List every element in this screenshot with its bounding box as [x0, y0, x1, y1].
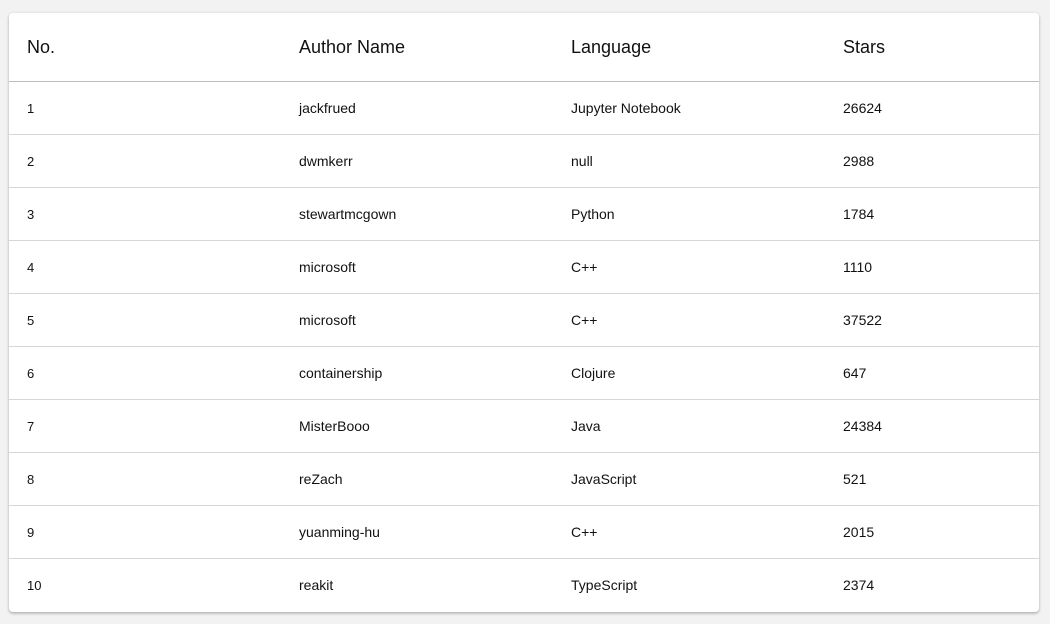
cell-no: 2: [9, 134, 281, 188]
column-header-stars: Stars: [825, 13, 1039, 82]
cell-author-name: MisterBooo: [281, 399, 553, 453]
cell-stars: 37522: [825, 293, 1039, 347]
cell-language: Python: [553, 187, 825, 241]
repositories-table-card: No. Author Name Language Stars 1 jackfru…: [9, 13, 1039, 612]
cell-stars: 26624: [825, 81, 1039, 135]
table-row: 7 MisterBooo Java 24384: [9, 399, 1039, 453]
cell-language: Java: [553, 399, 825, 453]
cell-language: null: [553, 134, 825, 188]
table-row: 4 microsoft C++ 1110: [9, 240, 1039, 294]
table-row: 5 microsoft C++ 37522: [9, 293, 1039, 347]
cell-stars: 521: [825, 452, 1039, 506]
cell-language: C++: [553, 240, 825, 294]
table-row: 8 reZach JavaScript 521: [9, 452, 1039, 506]
cell-author-name: reakit: [299, 577, 334, 593]
cell-stars: 1110: [825, 240, 1039, 294]
cell-no: 9: [9, 505, 281, 559]
cell-author-name: jackfrued: [281, 81, 553, 135]
cell-stars: 2015: [825, 505, 1039, 559]
cell-no: 1: [9, 81, 281, 135]
cell-stars: 1784: [825, 187, 1039, 241]
cell-author-name: containership: [281, 346, 553, 400]
table-body: 1 jackfrued Jupyter Notebook 26624 2 dwm…: [9, 81, 1039, 612]
cell-author-name: dwmkerr: [281, 134, 553, 188]
repositories-table: No. Author Name Language Stars 1 jackfru…: [9, 13, 1039, 611]
cell-language: JavaScript: [553, 452, 825, 506]
cell-stars: 2374: [843, 577, 875, 593]
cell-author-name: stewartmcgown: [281, 187, 553, 241]
table-row: 9 yuanming-hu C++ 2015: [9, 505, 1039, 559]
cell-author-name: yuanming-hu: [281, 505, 553, 559]
table-row: 10 reakit TypeScript 2374: [9, 559, 1039, 612]
column-header-language: Language: [553, 13, 825, 82]
cell-language: Clojure: [553, 346, 825, 400]
column-header-author-name: Author Name: [281, 13, 553, 82]
table-row: 3 stewartmcgown Python 1784: [9, 187, 1039, 241]
cell-author-name: reZach: [281, 452, 553, 506]
cell-stars: 24384: [825, 399, 1039, 453]
column-header-no: No.: [9, 13, 281, 82]
table-header: No. Author Name Language Stars: [9, 13, 1039, 82]
cell-language: Jupyter Notebook: [553, 81, 825, 135]
cell-no: 6: [9, 346, 281, 400]
cell-no: 4: [9, 240, 281, 294]
cell-author-name: microsoft: [281, 240, 553, 294]
table-header-row: No. Author Name Language Stars: [9, 13, 1039, 82]
cell-language: C++: [553, 293, 825, 347]
table-row: 1 jackfrued Jupyter Notebook 26624: [9, 81, 1039, 135]
cell-author-name: microsoft: [281, 293, 553, 347]
cell-no: 3: [9, 187, 281, 241]
cell-no: 8: [9, 452, 281, 506]
cell-language: TypeScript: [571, 577, 638, 593]
cell-language: C++: [553, 505, 825, 559]
table-row: 2 dwmkerr null 2988: [9, 134, 1039, 188]
cell-no: 5: [9, 293, 281, 347]
table-row: 6 containership Clojure 647: [9, 346, 1039, 400]
cell-stars: 647: [825, 346, 1039, 400]
cell-stars: 2988: [825, 134, 1039, 188]
cell-no: 7: [9, 399, 281, 453]
cell-no: 10: [27, 577, 42, 593]
